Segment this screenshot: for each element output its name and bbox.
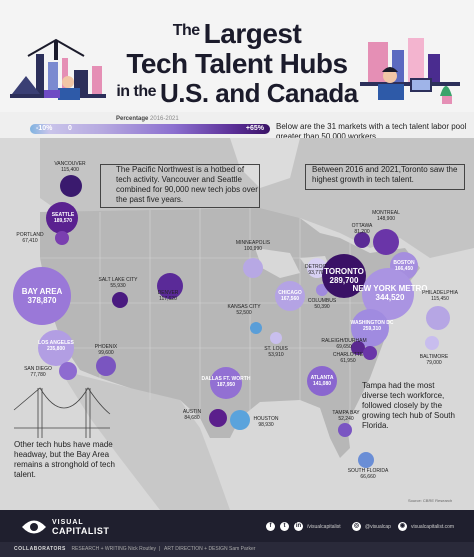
label-montreal: MONTREAL 148,900 bbox=[372, 210, 400, 222]
linkedin-icon: in bbox=[294, 522, 303, 531]
label-charlotte: CHARLOTTE 61,950 bbox=[332, 352, 364, 364]
pacific-callout-box bbox=[100, 164, 260, 208]
map-area: The Pacific Northwest is a hotbed of tec… bbox=[0, 138, 474, 510]
bubble-vancouver[interactable] bbox=[60, 175, 82, 197]
visual-capitalist-logo-icon bbox=[22, 520, 46, 534]
bay-callout: Other tech hubs have made headway, but t… bbox=[14, 440, 115, 479]
social-linkedin[interactable]: in/visualcapitalist bbox=[294, 522, 341, 531]
label-ottawa: OTTAWA 81,200 bbox=[351, 223, 373, 235]
right-illustration bbox=[360, 38, 460, 104]
web-icon: ◉ bbox=[398, 522, 407, 531]
toronto-callout-box bbox=[305, 164, 465, 190]
intro-text: Below are the 31 markets with a tech tal… bbox=[276, 122, 467, 141]
legend-max: +65% bbox=[245, 125, 264, 132]
label-minneapolis: MINNEAPOLIS 100,990 bbox=[235, 240, 271, 252]
label-south-florida: SOUTH FLORIDA 66,660 bbox=[347, 468, 389, 480]
legend-zero: 0 bbox=[68, 125, 72, 132]
label-columbus: COLUMBUS 50,390 bbox=[307, 298, 337, 310]
label-vancouver: VANCOUVER 115,400 bbox=[54, 161, 86, 173]
label-houston: HOUSTON 98,930 bbox=[253, 416, 279, 428]
label-toronto: TORONTO 289,700 bbox=[324, 267, 364, 285]
legend-bar: -10% 0 +65% bbox=[30, 124, 270, 134]
label-los-angeles: LOS ANGELES 235,800 bbox=[38, 340, 74, 352]
label-raleigh: RALEIGH/DURHAM 69,650 bbox=[321, 338, 367, 350]
social-twitter[interactable]: t bbox=[280, 522, 289, 531]
bubble-montreal[interactable] bbox=[373, 229, 399, 255]
label-boston: BOSTON 166,450 bbox=[393, 260, 415, 272]
bubble-south-florida[interactable] bbox=[358, 452, 374, 468]
bubble-salt-lake-city[interactable] bbox=[112, 292, 128, 308]
bubble-houston[interactable] bbox=[230, 410, 250, 430]
header: The Largest Tech Talent Hubs in the U.S. a… bbox=[0, 0, 474, 112]
label-phoenix: PHOENIX 99,600 bbox=[94, 344, 118, 356]
source-note: Source: CBRE Research bbox=[408, 498, 453, 503]
bubble-minneapolis[interactable] bbox=[243, 258, 263, 278]
bubble-seattle[interactable] bbox=[46, 202, 78, 234]
bubble-washington-dc[interactable] bbox=[351, 309, 389, 347]
bridge-illustration bbox=[13, 387, 111, 438]
twitter-icon: t bbox=[280, 522, 289, 531]
title-line-2: Tech Talent Hubs bbox=[126, 48, 348, 79]
pacific-callout: The Pacific Northwest is a hotbed of tec… bbox=[116, 165, 258, 204]
social-instagram[interactable]: ◎ @visualcap bbox=[352, 522, 391, 531]
credits-bar: COLLABORATORS RESEARCH + WRITING Nick Ro… bbox=[0, 542, 474, 557]
label-dallas: DALLAS FT. WORTH 187,950 bbox=[201, 376, 251, 388]
bubble-st-louis[interactable] bbox=[270, 332, 282, 344]
label-austin: AUSTIN 84,680 bbox=[182, 409, 202, 421]
instagram-icon: ◎ bbox=[352, 522, 361, 531]
brand-name: VISUAL CAPITALIST bbox=[52, 519, 110, 536]
label-detroit: DETROIT 93,770 bbox=[305, 264, 327, 276]
bubble-portland[interactable] bbox=[55, 231, 69, 245]
label-kansas-city: KANSAS CITY 52,500 bbox=[227, 304, 261, 316]
label-st-louis: ST. LOUIS 53,910 bbox=[264, 346, 288, 358]
facebook-icon: f bbox=[266, 522, 275, 531]
bubble-raleigh[interactable] bbox=[351, 341, 365, 355]
label-chicago: CHICAGO 167,560 bbox=[278, 290, 302, 302]
label-seattle: SEATTLE 189,570 bbox=[51, 212, 75, 224]
label-bay-area: BAY AREA 378,870 bbox=[21, 287, 63, 305]
label-atlanta: ATLANTA 141,080 bbox=[310, 375, 334, 387]
legend-min: -10% bbox=[36, 125, 53, 132]
toronto-callout: Between 2016 and 2021,Toronto saw the hi… bbox=[312, 165, 458, 184]
bubble-denver[interactable] bbox=[157, 273, 183, 299]
label-salt-lake-city: SALT LAKE CITY 55,930 bbox=[98, 277, 138, 289]
tampa-callout: Tampa had the most diverse tech workforc… bbox=[362, 381, 455, 430]
label-philadelphia: PHILADELPHIA 115,450 bbox=[422, 290, 458, 302]
label-denver: DENVER 117,620 bbox=[157, 290, 179, 302]
label-washington-dc: WASHINGTON DC 259,310 bbox=[350, 320, 394, 332]
label-new-york: NEW YORK METRO 344,520 bbox=[352, 284, 428, 302]
bubble-toronto[interactable] bbox=[322, 254, 366, 298]
bubble-philadelphia[interactable] bbox=[426, 306, 450, 330]
social-website[interactable]: ◉ visualcapitalist.com bbox=[398, 522, 455, 531]
bubble-dallas[interactable] bbox=[210, 367, 242, 399]
bubble-ottawa[interactable] bbox=[354, 232, 370, 248]
title-line-3: in the U.S. and Canada bbox=[116, 78, 358, 108]
label-baltimore: BALTIMORE 79,000 bbox=[419, 354, 449, 366]
legend-title: Percentage 2016-2021 bbox=[116, 116, 179, 122]
bubble-los-angeles[interactable] bbox=[38, 330, 74, 366]
title-line-1: The Largest bbox=[172, 18, 302, 49]
bubble-austin[interactable] bbox=[209, 409, 227, 427]
bubble-charlotte[interactable] bbox=[363, 346, 377, 360]
bubble-bay-area[interactable] bbox=[13, 267, 71, 325]
label-san-diego: SAN DIEGO 77,780 bbox=[24, 366, 52, 378]
bubble-atlanta[interactable] bbox=[307, 366, 337, 396]
bubble-tampa-bay[interactable] bbox=[338, 423, 352, 437]
footer: VISUAL CAPITALIST f t in/visualcapitalis… bbox=[0, 510, 474, 557]
label-portland: PORTLAND 67,410 bbox=[16, 232, 44, 244]
bubble-kansas-city[interactable] bbox=[250, 322, 262, 334]
label-tampa-bay: TAMPA BAY 52,240 bbox=[332, 410, 360, 422]
bubble-phoenix[interactable] bbox=[96, 356, 116, 376]
bubble-san-diego[interactable] bbox=[59, 362, 77, 380]
social-facebook[interactable]: f bbox=[266, 522, 275, 531]
bubble-chicago[interactable] bbox=[275, 281, 305, 311]
bubble-baltimore[interactable] bbox=[425, 336, 439, 350]
left-illustration bbox=[10, 38, 106, 100]
